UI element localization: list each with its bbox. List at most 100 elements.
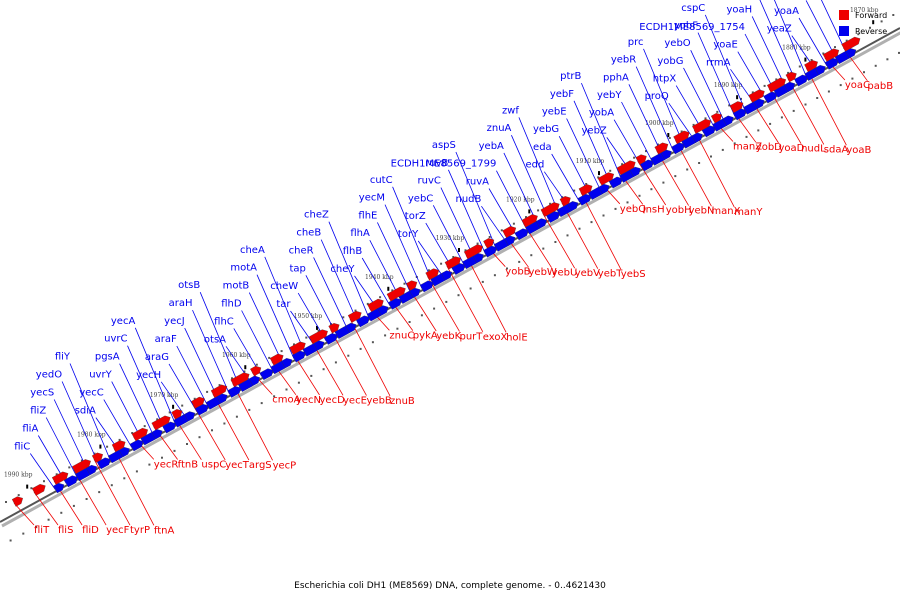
forward-gene-arrow bbox=[269, 353, 284, 366]
forward-gene-label: yebB bbox=[367, 396, 392, 407]
reverse-gene-label: yobG bbox=[657, 56, 683, 67]
forward-gene-label: yoaD bbox=[779, 143, 805, 154]
guide-dot bbox=[728, 104, 731, 107]
forward-gene-leader bbox=[693, 129, 735, 208]
reverse-gene-leader bbox=[45, 417, 78, 478]
forward-gene-arrow bbox=[822, 48, 840, 62]
guide-dot bbox=[211, 429, 213, 432]
scale-tick-mark bbox=[667, 133, 670, 137]
guide-dot bbox=[488, 236, 491, 238]
reverse-gene-arrow bbox=[248, 375, 260, 387]
reverse-gene-label: rrmA bbox=[706, 57, 731, 68]
reverse-gene-label: tap bbox=[289, 263, 305, 274]
forward-gene-label: ftnB bbox=[178, 460, 199, 471]
scale-tick-label: 1880 kbp bbox=[782, 45, 811, 52]
reverse-gene-arrow bbox=[345, 322, 357, 334]
guide-dot bbox=[55, 473, 58, 476]
forward-gene-arrow bbox=[111, 440, 126, 453]
reverse-gene-leader bbox=[168, 363, 198, 413]
guide-dot bbox=[481, 280, 484, 283]
reverse-gene-label: yoaE bbox=[713, 40, 737, 51]
reverse-gene-arrow bbox=[281, 358, 293, 369]
guide-dot bbox=[798, 65, 801, 68]
reverse-gene-leader bbox=[417, 240, 444, 278]
legend-forward-label: Forward bbox=[855, 11, 887, 20]
legend: Forward Reverse bbox=[839, 10, 887, 36]
guide-dot bbox=[280, 350, 283, 353]
reverse-gene-label: yoaH bbox=[727, 4, 753, 15]
guide-dot bbox=[680, 130, 683, 133]
forward-gene-label: nudL bbox=[801, 144, 826, 155]
forward-gene-arrow bbox=[841, 36, 861, 52]
reverse-gene-leader bbox=[773, 0, 807, 78]
guide-dot bbox=[433, 307, 436, 310]
forward-gene-arrow bbox=[673, 130, 690, 144]
forward-gene-leader bbox=[675, 140, 712, 207]
guide-dot bbox=[525, 216, 527, 219]
reverse-gene-arrow bbox=[763, 91, 778, 104]
guide-dot bbox=[371, 341, 374, 344]
reverse-gene-arrow bbox=[784, 81, 796, 93]
reverse-gene-label: araF bbox=[155, 334, 177, 345]
legend-forward-swatch bbox=[839, 10, 849, 20]
reverse-gene-label: flhE bbox=[358, 210, 377, 221]
forward-gene-label: manX bbox=[711, 206, 740, 217]
reverse-gene-label: ruvB bbox=[425, 158, 448, 169]
guide-dot bbox=[293, 343, 295, 346]
reverse-gene-label: ptrB bbox=[560, 71, 581, 82]
scale-tick-label: 1920 kbp bbox=[506, 196, 535, 203]
guide-dot bbox=[384, 334, 387, 337]
guide-dot bbox=[106, 445, 109, 448]
guide-dot bbox=[804, 103, 807, 106]
reverse-gene-leader bbox=[241, 310, 273, 371]
reverse-gene-label: edd bbox=[525, 160, 544, 171]
forward-gene-leader bbox=[637, 160, 667, 206]
forward-gene-label: yoaC bbox=[845, 80, 870, 91]
forward-gene-arrow bbox=[692, 118, 712, 134]
guide-dot bbox=[85, 498, 88, 500]
reverse-gene-label: yecJ bbox=[164, 316, 185, 327]
guide-dot bbox=[131, 432, 134, 434]
forward-gene-arrow bbox=[11, 496, 23, 507]
reverse-gene-label: proQ bbox=[645, 91, 669, 102]
guide-dot bbox=[98, 491, 101, 494]
scale-tick-label: 1960 kbp bbox=[222, 352, 251, 359]
forward-gene-label: yebN bbox=[689, 206, 715, 217]
reverse-gene-label: yebR bbox=[611, 55, 636, 66]
forward-gene-label: yecR bbox=[154, 459, 179, 470]
forward-gene-label: yebW bbox=[529, 267, 557, 278]
scale-tick-mark bbox=[387, 286, 390, 291]
forward-gene-label: yebS bbox=[621, 269, 646, 280]
reverse-gene-label: cutC bbox=[370, 175, 393, 186]
reverse-gene-leader bbox=[127, 345, 165, 430]
forward-gene-label: uspC bbox=[201, 460, 226, 471]
reverse-gene-leader bbox=[566, 118, 601, 191]
scale-tick-mark bbox=[872, 20, 875, 25]
reverse-gene-label: yebA bbox=[479, 141, 504, 152]
guide-dot bbox=[317, 329, 320, 332]
scale-tick-mark bbox=[804, 57, 807, 62]
guide-dot bbox=[662, 181, 665, 184]
map-caption: Escherichia coli DH1 (ME8569) DNA, compl… bbox=[294, 581, 606, 591]
reverse-gene-label: cheY bbox=[330, 264, 355, 275]
guide-dot bbox=[845, 39, 848, 42]
reverse-gene-label: flhA bbox=[350, 228, 370, 239]
guide-dot bbox=[512, 222, 515, 225]
guide-dot bbox=[173, 449, 176, 452]
guide-dot bbox=[780, 116, 783, 119]
forward-gene-label: fliT bbox=[34, 525, 50, 536]
forward-gene-arrow bbox=[463, 244, 483, 260]
scale-tick-mark bbox=[99, 444, 102, 449]
forward-gene-leader bbox=[806, 68, 847, 146]
guide-dot bbox=[218, 384, 221, 387]
scale-tick-mark bbox=[172, 404, 175, 409]
reverse-gene-label: yebC bbox=[408, 193, 433, 204]
reverse-gene-label: yeaZ bbox=[767, 24, 792, 35]
guide-dot bbox=[168, 411, 171, 414]
reverse-gene-arrow bbox=[514, 228, 529, 241]
forward-gene-leader bbox=[232, 383, 273, 461]
guide-dot bbox=[260, 402, 263, 405]
guide-dot bbox=[787, 71, 790, 74]
reverse-gene-leader bbox=[518, 117, 560, 214]
forward-gene-leader bbox=[93, 459, 131, 526]
